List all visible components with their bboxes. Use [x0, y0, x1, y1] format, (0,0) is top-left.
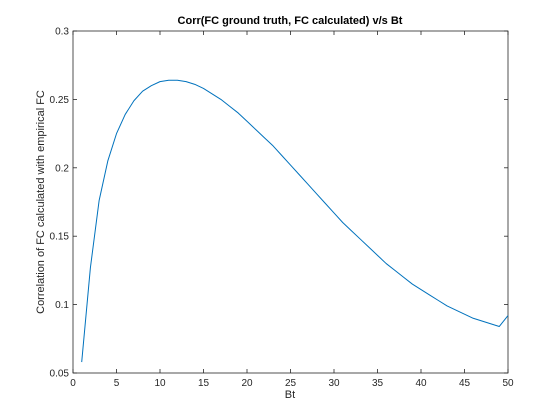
- x-tick-label: 25: [285, 378, 297, 389]
- y-tick-label: 0.25: [50, 95, 70, 106]
- series-line: [81, 79, 509, 363]
- x-tick-label: 50: [502, 378, 514, 389]
- axis-tick-labels: 0 5 10 15 20 25 30 35 40 45 50 0.05 0.1 0.15 0.2 0.25 0.…: [50, 27, 514, 390]
- axis-ticks: [72, 30, 509, 374]
- x-tick-label: 40: [415, 378, 427, 389]
- x-tick-label: 15: [198, 378, 210, 389]
- y-tick-label: 0.3: [55, 27, 69, 38]
- series-layer: [81, 79, 509, 363]
- y-tick-label: 0.15: [50, 232, 70, 243]
- x-tick-label: 10: [154, 378, 166, 389]
- plot-area: [72, 30, 509, 374]
- chart-title: Corr(FC ground truth, FC calculated) v/s…: [178, 15, 403, 27]
- y-tick-label: 0.2: [55, 163, 69, 174]
- x-tick-label: 45: [459, 378, 471, 389]
- x-tick-label: 5: [114, 378, 120, 389]
- y-axis-label: Correlation of FC calculated with empiri…: [35, 90, 47, 314]
- y-tick-label: 0.1: [55, 300, 69, 311]
- x-tick-label: 0: [70, 378, 76, 389]
- y-tick-label: 0.05: [50, 369, 70, 380]
- x-tick-label: 20: [241, 378, 253, 389]
- x-tick-label: 35: [372, 378, 384, 389]
- x-axis-label: Bt: [285, 389, 295, 401]
- x-tick-label: 30: [328, 378, 340, 389]
